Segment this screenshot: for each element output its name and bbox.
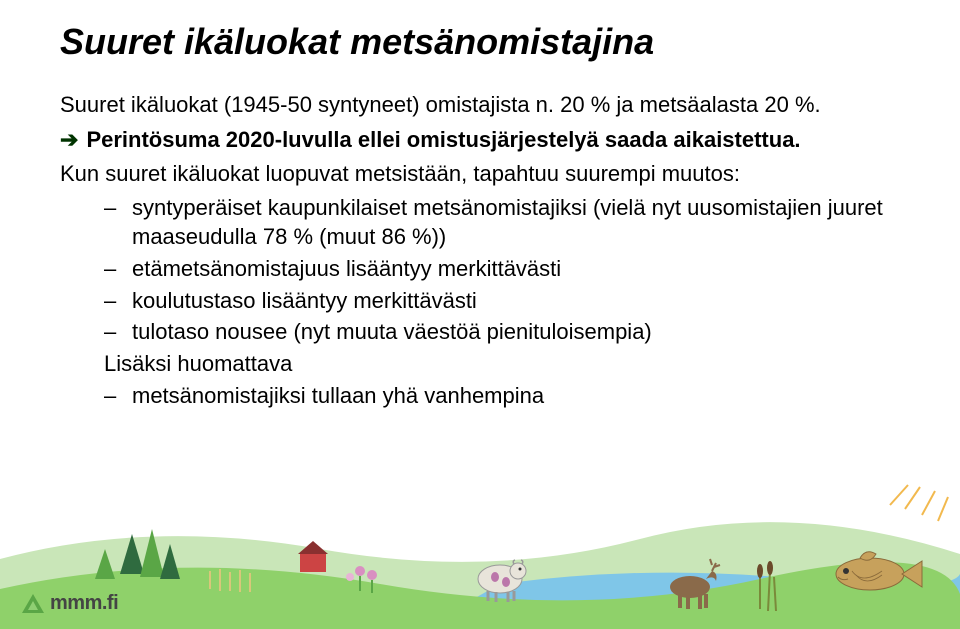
logo-icon <box>22 594 44 613</box>
list-item: etämetsänomistajuus lisääntyy merkittävä… <box>104 254 900 284</box>
paragraph-1: Suuret ikäluokat (1945-50 syntyneet) omi… <box>60 90 900 120</box>
list-item-text: etämetsänomistajuus lisääntyy merkittävä… <box>132 256 561 281</box>
content-area: Suuret ikäluokat metsänomistajina Suuret… <box>0 0 960 410</box>
arrow-text: Perintösuma 2020-luvulla ellei omistusjä… <box>86 125 800 155</box>
logo-text: mmm.fi <box>50 592 118 615</box>
bullet-list: syntyperäiset kaupunkilaiset metsänomist… <box>60 193 900 347</box>
footer-illustration <box>0 479 960 629</box>
list-item: syntyperäiset kaupunkilaiset metsänomist… <box>104 193 900 252</box>
bullet-list-2: metsänomistajiksi tullaan yhä vanhempina <box>60 381 900 411</box>
paragraph-2: Kun suuret ikäluokat luopuvat metsistään… <box>60 159 900 189</box>
list-item-text: koulutustaso lisääntyy merkittävästi <box>132 288 477 313</box>
slide-title: Suuret ikäluokat metsänomistajina <box>60 22 900 62</box>
arrow-line: ➔ Perintösuma 2020-luvulla ellei omistus… <box>60 125 900 155</box>
arrow-icon: ➔ <box>60 125 78 155</box>
logo: mmm.fi <box>22 592 118 615</box>
slide: Suuret ikäluokat metsänomistajina Suuret… <box>0 0 960 629</box>
lisaksi-line: Lisäksi huomattava <box>104 349 900 379</box>
list-item: tulotaso nousee (nyt muuta väestöä pieni… <box>104 317 900 347</box>
list-item-text: metsänomistajiksi tullaan yhä vanhempina <box>132 383 544 408</box>
list-item-text: tulotaso nousee (nyt muuta väestöä pieni… <box>132 319 652 344</box>
list-item: metsänomistajiksi tullaan yhä vanhempina <box>104 381 900 411</box>
body-text: Suuret ikäluokat (1945-50 syntyneet) omi… <box>60 90 900 411</box>
list-item-text: syntyperäiset kaupunkilaiset metsänomist… <box>132 195 883 250</box>
list-item: koulutustaso lisääntyy merkittävästi <box>104 286 900 316</box>
